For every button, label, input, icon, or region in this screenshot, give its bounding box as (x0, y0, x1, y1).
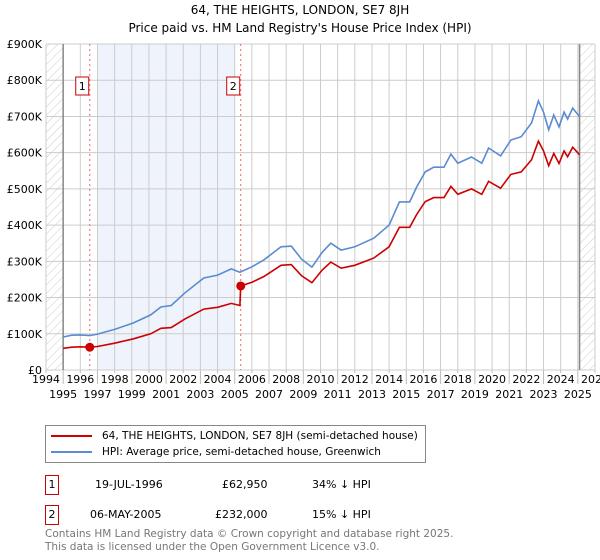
legend-item-property: 64, THE HEIGHTS, LONDON, SE7 8JH (semi-d… (51, 430, 418, 442)
y-tick-label: £500K (7, 183, 43, 196)
sale-label: 2 (230, 80, 237, 93)
x-tick-label: 2004 (204, 373, 232, 386)
x-tick-label: 2010 (307, 373, 335, 386)
x-tick-label: 2022 (512, 373, 540, 386)
hatch-right (579, 44, 595, 370)
x-tick-label: 2003 (186, 388, 214, 401)
y-tick-label: £300K (7, 255, 43, 268)
x-tick-label: 2023 (530, 388, 558, 401)
sale-price: £232,000 (215, 508, 268, 521)
x-tick-label: 2015 (392, 388, 420, 401)
y-tick-label: £700K (7, 110, 43, 123)
x-tick-label: 2021 (495, 388, 523, 401)
x-tick-label: 2016 (409, 373, 437, 386)
footer-licence: This data is licensed under the Open Gov… (45, 541, 380, 553)
sale-label-box (226, 76, 241, 96)
series-line (63, 139, 581, 350)
y-tick-label: £600K (7, 147, 43, 160)
x-tick-label: 2014 (375, 373, 403, 386)
x-tick-label: 2018 (444, 373, 472, 386)
legend-label: HPI: Average price, semi-detached house,… (102, 446, 381, 458)
x-tick-label: 2012 (341, 373, 369, 386)
x-tick-label: 2001 (152, 388, 180, 401)
y-tick-label: £0 (28, 364, 42, 377)
sale-marker: 2 (45, 505, 59, 525)
sale-marker: 1 (45, 475, 59, 495)
price-chart: 64, THE HEIGHTS, LONDON, SE7 8JH Price p… (7, 3, 600, 401)
x-tick-label: 2019 (461, 388, 489, 401)
x-tick-label: 2007 (255, 388, 283, 401)
x-tick-label: 2006 (238, 373, 266, 386)
legend: 64, THE HEIGHTS, LONDON, SE7 8JH (semi-d… (45, 425, 426, 463)
y-tick-label: £800K (7, 74, 43, 87)
y-tick-label: £400K (7, 219, 43, 232)
sale-diff: 34% ↓ HPI (312, 478, 371, 491)
sale-date: 19-JUL-1996 (95, 478, 163, 491)
sale-diff: 15% ↓ HPI (312, 508, 371, 521)
x-tick-label: 2005 (221, 388, 249, 401)
sale-point (236, 281, 246, 291)
footer-copyright: Contains HM Land Registry data © Crown c… (45, 528, 454, 540)
legend-swatch (51, 451, 92, 453)
y-tick-label: £100K (7, 328, 43, 341)
chart-subtitle: Price paid vs. HM Land Registry's House … (128, 21, 471, 35)
x-tick-label: 2017 (427, 388, 455, 401)
chart-title: 64, THE HEIGHTS, LONDON, SE7 8JH (191, 3, 410, 17)
x-tick-label: 2026 (581, 373, 600, 386)
x-tick-label: 1996 (66, 373, 94, 386)
x-tick-label: 1999 (118, 388, 146, 401)
sale-date: 06-MAY-2005 (90, 508, 162, 521)
x-tick-label: 1998 (101, 373, 129, 386)
footer: Contains HM Land Registry data © Crown c… (45, 528, 453, 554)
legend-swatch (51, 435, 92, 437)
x-tick-label: 2000 (135, 373, 163, 386)
x-tick-label: 2011 (324, 388, 352, 401)
y-tick-label: £200K (7, 292, 43, 305)
sale-point (85, 342, 95, 352)
x-tick-label: 2008 (272, 373, 300, 386)
x-tick-label: 2025 (564, 388, 592, 401)
x-tick-label: 2013 (358, 388, 386, 401)
x-tick-label: 1997 (83, 388, 111, 401)
y-tick-label: £900K (7, 38, 43, 51)
x-tick-label: 2002 (169, 373, 197, 386)
sale-price: £62,950 (222, 478, 268, 491)
sale-row: 1 19-JUL-1996 £62,950 34% ↓ HPI (45, 475, 445, 495)
x-tick-label: 2024 (547, 373, 575, 386)
sale-label-box (75, 76, 90, 96)
sale-row: 2 06-MAY-2005 £232,000 15% ↓ HPI (45, 505, 445, 525)
legend-item-hpi: HPI: Average price, semi-detached house,… (51, 446, 381, 458)
x-tick-label: 1995 (49, 388, 77, 401)
legend-label: 64, THE HEIGHTS, LONDON, SE7 8JH (semi-d… (102, 430, 418, 442)
x-tick-label: 2020 (478, 373, 506, 386)
sale-label: 1 (79, 80, 86, 93)
x-tick-label: 1994 (32, 373, 60, 386)
hatch-left (46, 44, 64, 370)
x-tick-label: 2009 (289, 388, 317, 401)
series-line (63, 98, 581, 338)
